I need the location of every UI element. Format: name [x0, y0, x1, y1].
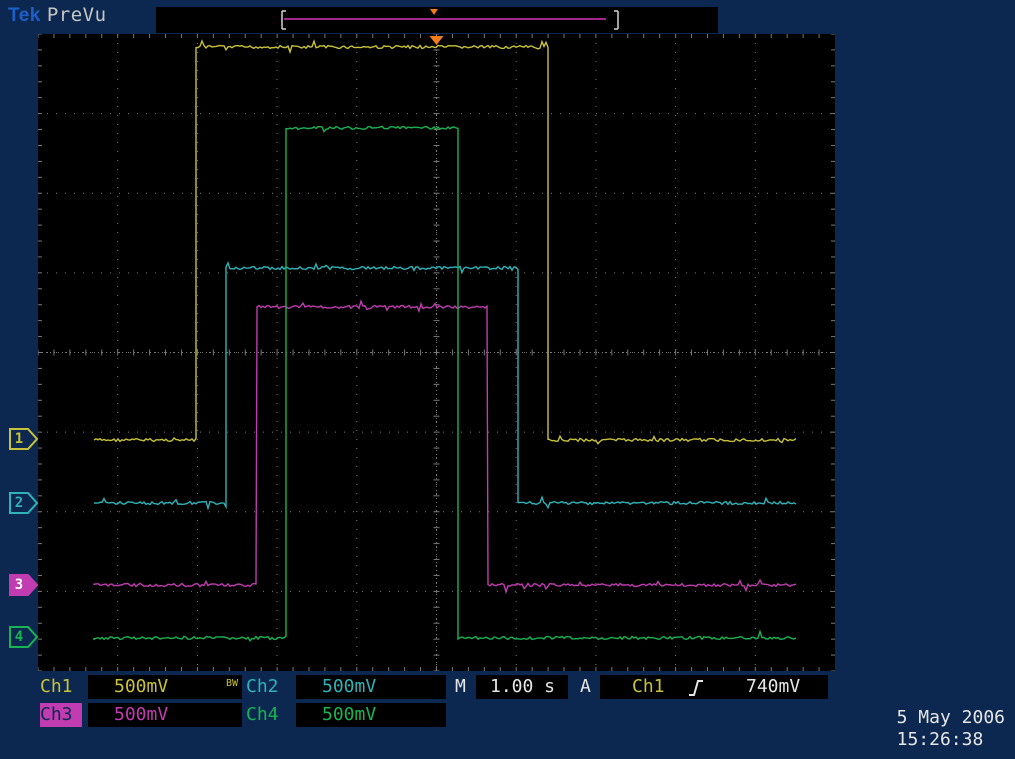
timebase-label: M [455, 676, 466, 697]
record-trigger-marker [430, 9, 438, 15]
ch3-scale-box[interactable] [88, 703, 242, 727]
timebase-value: 1.00 s [490, 676, 556, 697]
acquisition-mode-label: PreVu [46, 4, 107, 26]
ch1-scale-box[interactable] [88, 675, 242, 699]
date-label: 5 May 2006 [896, 707, 1005, 728]
trigger-position-marker [429, 36, 444, 45]
time-label: 15:26:38 [896, 729, 984, 750]
ch2-scale: 500mV [322, 676, 377, 697]
ch2-waveform [93, 261, 797, 511]
graticule [38, 34, 835, 671]
brand-label: Tek PreVu [8, 4, 107, 27]
ch4-ground-marker[interactable]: 4 [9, 626, 39, 648]
ch3-label: Ch3 [40, 704, 73, 725]
trigger-box[interactable] [600, 675, 828, 699]
date-time-display: 5 May 2006 15:26:38 [897, 707, 1005, 751]
ch4-scale: 500mV [322, 704, 377, 725]
ch4-label: Ch4 [246, 704, 279, 725]
ch2-ground-marker[interactable]: 2 [9, 492, 39, 514]
ch2-scale-box[interactable] [296, 675, 446, 699]
timebase-box[interactable] [476, 675, 568, 699]
ch3-label-box[interactable] [40, 703, 82, 727]
ch1-waveform [93, 38, 797, 445]
ch1-scale: 500mV [114, 676, 169, 697]
rising-edge-icon [688, 679, 704, 701]
tek-logo: Tek [8, 5, 41, 26]
waveform-display[interactable] [38, 34, 835, 671]
trigger-level: 740mV [746, 676, 801, 697]
ch4-scale-box[interactable] [296, 703, 446, 727]
trigger-label: A [580, 676, 591, 697]
ch3-waveform [93, 299, 797, 595]
ch1-label: Ch1 [40, 676, 73, 697]
record-view-window[interactable] [156, 7, 718, 33]
ch4-waveform [93, 125, 797, 643]
record-view-graphic [281, 9, 619, 30]
ch3-ground-marker[interactable]: 3 [9, 574, 39, 596]
trigger-source: Ch1 [632, 676, 665, 697]
ch3-scale: 500mV [114, 704, 169, 725]
top-bar: Tek PreVu [0, 0, 1015, 34]
ch1-ground-marker[interactable]: 1 [9, 428, 39, 450]
bandwidth-limit-indicator: BW [226, 678, 239, 689]
ch2-label: Ch2 [246, 676, 279, 697]
